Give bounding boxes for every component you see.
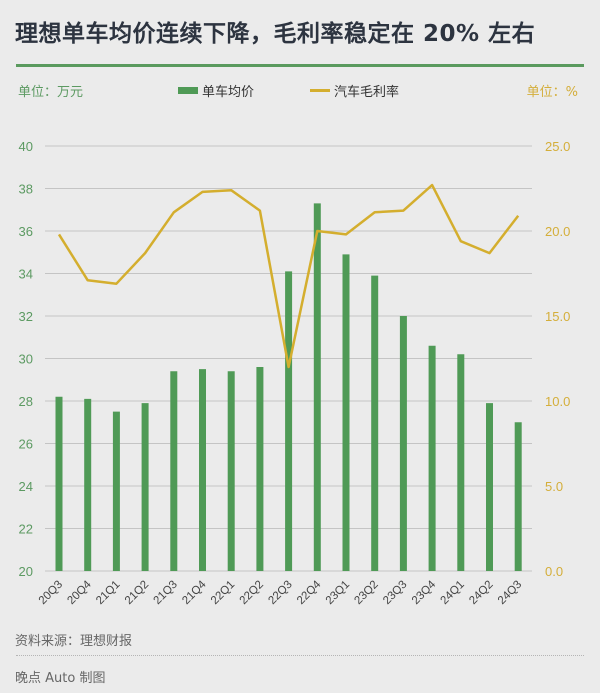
line-swatch-icon — [310, 89, 330, 92]
x-axis-tick-label: 24Q2 — [467, 579, 495, 607]
left-axis-unit: 单位：万元 — [18, 85, 84, 100]
left-axis-tick-label: 40 — [19, 139, 33, 154]
x-axis-tick-label: 23Q2 — [352, 579, 380, 607]
combo-chart: 20 22 24 26 28 30 32 34 36 38 40 0.0 5.0 10.0 15.0 20.0… — [19, 139, 571, 607]
bar-22Q2 — [256, 367, 264, 571]
left-axis-tick-label: 32 — [19, 309, 33, 324]
x-axis-tick-label: 22Q4 — [295, 578, 324, 607]
bar-24Q1 — [457, 354, 465, 571]
source-note: 资料来源：理想财报 — [15, 634, 133, 649]
x-axis-tick-label: 21Q2 — [123, 579, 151, 607]
left-axis-tick-label: 20 — [19, 564, 33, 579]
legend-line-label: 汽车毛利率 — [334, 85, 400, 100]
x-axis-tick-label: 23Q3 — [381, 579, 409, 607]
right-axis-tick-label: 0.0 — [545, 564, 563, 579]
bar-22Q3 — [285, 271, 293, 571]
bar-24Q3 — [514, 422, 522, 571]
right-axis-unit: 单位：% — [526, 85, 578, 100]
bar-22Q4 — [313, 203, 321, 571]
x-axis-tick-label: 22Q1 — [209, 579, 237, 607]
x-axis-tick-label: 20Q3 — [37, 579, 65, 607]
bar-21Q4 — [199, 369, 206, 571]
left-axis-tick-label: 22 — [19, 522, 33, 537]
bar-23Q1 — [342, 254, 350, 571]
x-axis-tick-label: 21Q3 — [152, 579, 180, 607]
bar-24Q2 — [486, 403, 493, 571]
legend-bar-label: 单车均价 — [202, 85, 255, 100]
legend-item-line: 汽车毛利率 — [310, 81, 399, 100]
left-axis-tick-label: 34 — [19, 267, 33, 282]
left-axis-tick-label: 30 — [19, 352, 33, 367]
x-axis-tick-label: 22Q2 — [238, 579, 266, 607]
left-axis-tick-label: 38 — [19, 182, 33, 197]
bar-21Q3 — [170, 371, 178, 571]
bar-22Q1 — [227, 371, 235, 571]
bar-20Q4 — [84, 398, 92, 571]
x-axis-tick-label: 20Q4 — [65, 578, 94, 607]
bar-20Q3 — [55, 396, 63, 571]
x-axis-tick-label: 24Q3 — [496, 579, 524, 607]
bar-21Q2 — [141, 403, 149, 571]
x-axis-tick-label: 23Q1 — [324, 579, 352, 607]
bar-21Q1 — [112, 411, 120, 571]
x-axis-tick-label: 24Q1 — [439, 579, 467, 607]
x-axis-tick-label: 23Q4 — [410, 578, 439, 607]
right-axis-tick-label: 25.0 — [545, 139, 570, 154]
x-axis-tick-label: 21Q1 — [94, 579, 122, 607]
left-axis-tick-label: 36 — [19, 224, 33, 239]
title-rule — [16, 64, 584, 67]
credit-note: 晚点 Auto 制图 — [15, 671, 106, 686]
bar-23Q4 — [428, 345, 436, 571]
chart-title: 理想单车均价连续下降，毛利率稳定在 20% 左右 — [15, 21, 536, 47]
bar-23Q2 — [371, 275, 379, 571]
legend-item-bar: 单车均价 — [178, 81, 254, 100]
right-axis-tick-label: 20.0 — [545, 224, 570, 239]
bar-23Q3 — [399, 316, 407, 571]
right-axis-tick-label: 5.0 — [545, 479, 563, 494]
right-axis-tick-label: 15.0 — [545, 309, 570, 324]
left-axis-tick-label: 28 — [19, 394, 33, 409]
x-axis-tick-label: 22Q3 — [266, 579, 294, 607]
left-axis-tick-label: 26 — [19, 437, 33, 452]
left-axis-tick-label: 24 — [19, 479, 33, 494]
footer-divider — [16, 655, 584, 656]
bar-swatch-icon — [178, 87, 198, 94]
x-axis-tick-label: 21Q4 — [180, 578, 209, 607]
right-axis-tick-label: 10.0 — [545, 394, 570, 409]
